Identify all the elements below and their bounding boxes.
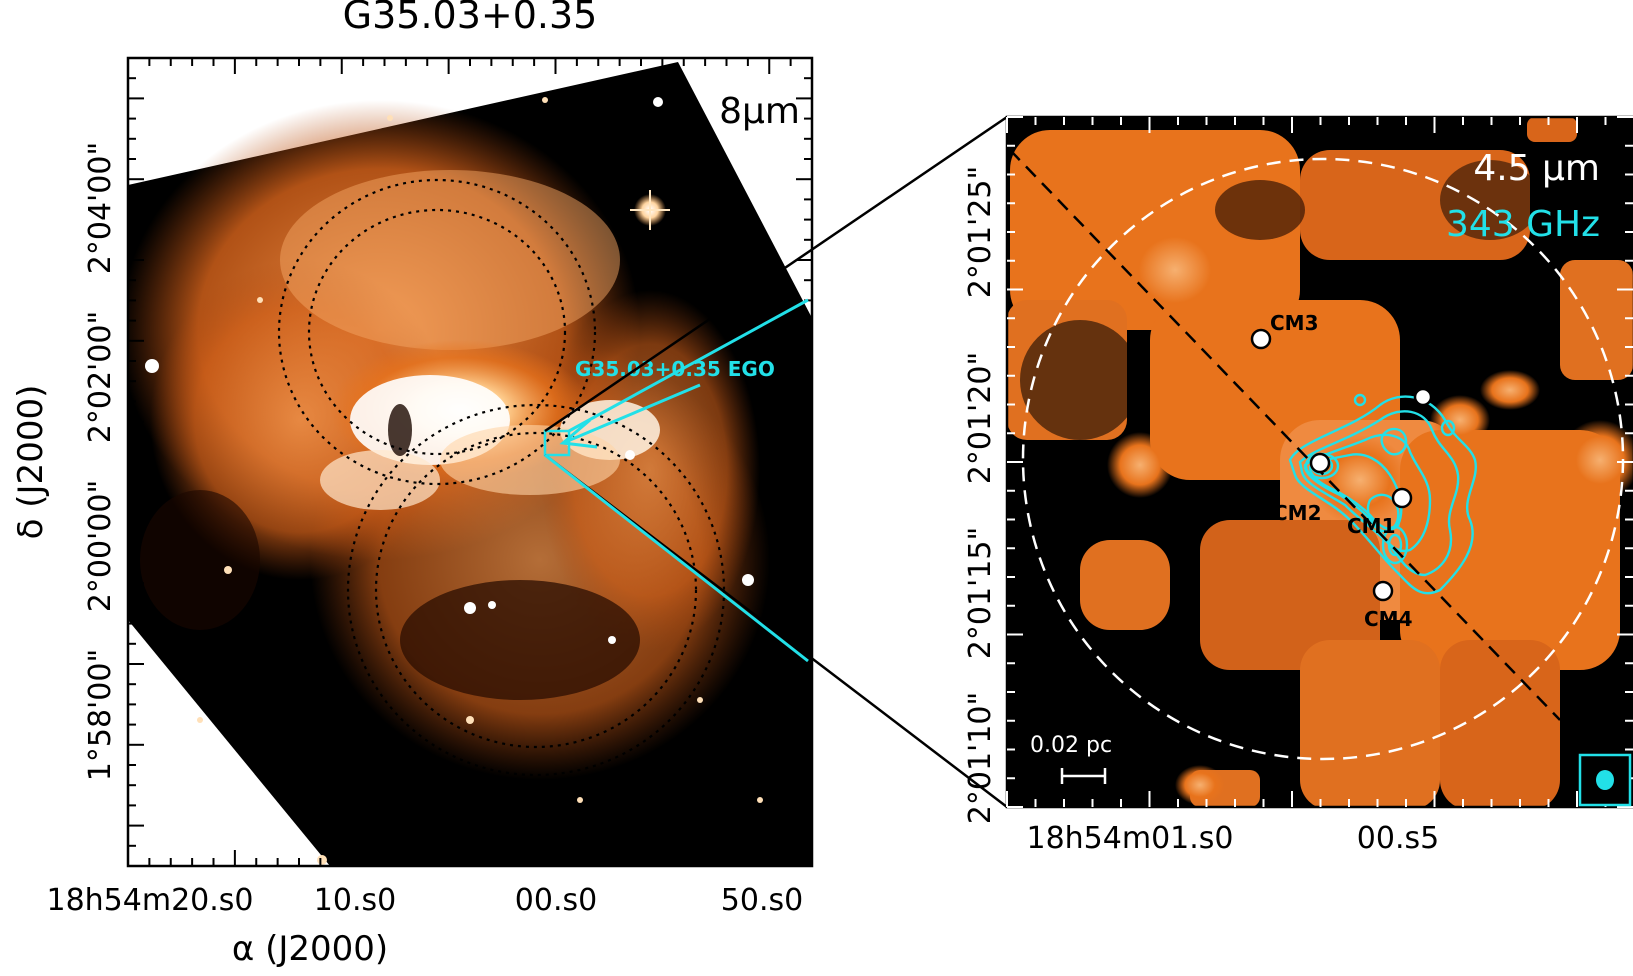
right-y-tick-labels: 2°01'25" 2°01'20" 2°01'15" 2°01'10"	[963, 166, 998, 824]
source-label-cm3: CM3	[1270, 311, 1319, 335]
y-tick-label: 1°58'00"	[83, 649, 118, 781]
source-marker-cm1	[1391, 487, 1413, 509]
source-label-cm4: CM4	[1364, 607, 1413, 631]
source-markers	[1250, 328, 1433, 602]
scale-bar-label: 0.02 pc	[1030, 733, 1112, 758]
field-stars	[145, 97, 763, 865]
x-tick-label: 10.s0	[314, 883, 396, 918]
dashed-axis-line	[1009, 149, 1561, 721]
annotation-arrow	[562, 383, 701, 445]
source-marker-cm5	[1413, 387, 1433, 407]
left-panel: 8μm G35.03+0.35 EGO 18h54m20.s0 10.s0 00…	[11, 56, 814, 969]
left-image	[128, 58, 812, 866]
nebula-emission	[128, 100, 770, 780]
y-tick-label: 2°02'00"	[83, 311, 118, 443]
right-x-tick-labels: 18h54m01.s0 00.s5	[1026, 821, 1439, 856]
y-tick-label: 2°01'20"	[963, 352, 998, 484]
zoom-box	[543, 429, 571, 457]
source-marker-cm4	[1372, 580, 1394, 602]
source-marker-cm3	[1250, 328, 1272, 350]
left-y-tick-labels: 2°04'00" 2°02'00" 2°00'00" 1°58'00"	[83, 142, 118, 781]
y-tick-label: 2°01'25"	[963, 166, 998, 298]
source-marker-cm2	[1309, 452, 1331, 474]
left-band-label: 8μm	[719, 91, 800, 132]
right-freq-label: 343 GHz	[1446, 204, 1600, 245]
ego-annotation: G35.03+0.35 EGO	[575, 357, 775, 381]
source-label-cm1: CM1	[1347, 514, 1396, 538]
y-tick-label: 2°00'00"	[83, 480, 118, 612]
scale-bar	[1060, 768, 1107, 784]
source-label-cm5: CM5	[1430, 369, 1479, 393]
right-panel: 4.5 μm 343 GHz CM1 CM2 CM3 CM4 CM5 0.02 …	[963, 115, 1633, 856]
left-ticks	[127, 57, 813, 867]
source-labels: CM1 CM2 CM3 CM4 CM5	[1270, 311, 1479, 631]
x-tick-label: 00.s5	[1357, 821, 1439, 856]
zoom-line-top	[544, 115, 1008, 433]
left-x-tick-labels: 18h54m20.s0 10.s0 00.s0 50.s0	[46, 883, 803, 918]
x-axis-label: α (J2000)	[232, 929, 388, 969]
figure-title: G35.03+0.35	[343, 0, 598, 37]
y-axis-label: δ (J2000)	[11, 385, 51, 540]
y-tick-label: 2°01'10"	[963, 692, 998, 824]
source-label-cm2: CM2	[1273, 501, 1322, 525]
zoom-line-cyan-top	[568, 298, 809, 433]
beam-ellipse	[1596, 770, 1614, 790]
x-tick-label: 00.s0	[515, 883, 597, 918]
right-band-label: 4.5 μm	[1473, 148, 1600, 189]
annotation-arrowhead	[559, 418, 598, 449]
y-tick-label: 2°01'15"	[963, 527, 998, 659]
x-tick-label: 18h54m01.s0	[1026, 821, 1233, 856]
field-of-view-circle	[1021, 157, 1625, 761]
pixel-emission	[1007, 117, 1633, 807]
x-tick-label: 50.s0	[721, 883, 803, 918]
y-tick-label: 2°04'00"	[83, 142, 118, 274]
right-ticks	[1006, 116, 1633, 808]
zoom-line-cyan	[544, 453, 809, 663]
x-tick-label: 18h54m20.s0	[46, 883, 253, 918]
